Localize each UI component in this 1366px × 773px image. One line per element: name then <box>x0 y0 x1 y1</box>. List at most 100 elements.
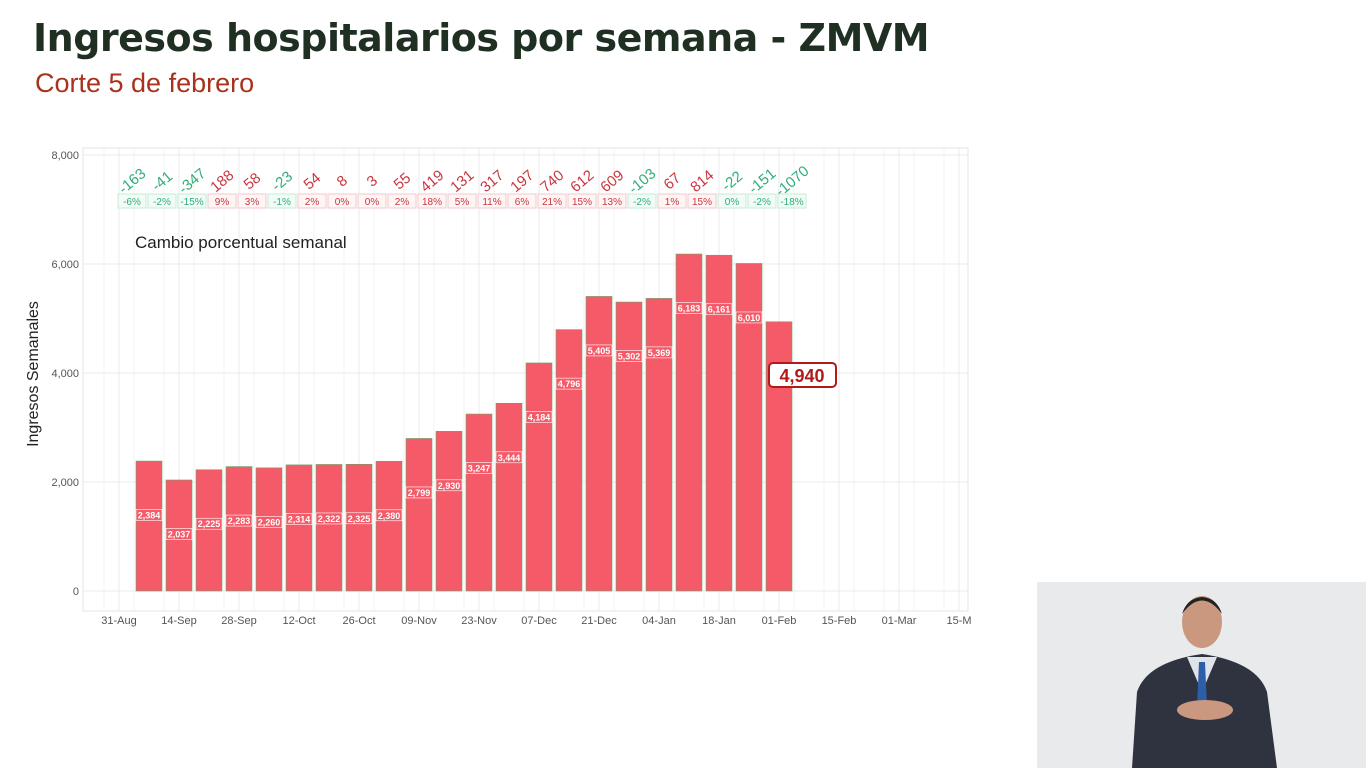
bar <box>465 413 493 592</box>
bar-value-label: 6,161 <box>708 305 731 315</box>
bar-value-label: 2,225 <box>198 519 221 529</box>
bar-label-box <box>345 512 373 525</box>
bar-label-box <box>255 516 283 528</box>
bar <box>405 438 433 592</box>
pct-change-box <box>537 193 567 209</box>
pct-change-box <box>117 193 147 209</box>
x-tick-label: 04-Jan <box>642 615 676 627</box>
x-tick-label: 21-Dec <box>581 615 617 627</box>
bar <box>165 479 193 592</box>
x-tick-label: 15-M <box>946 615 971 627</box>
highlight-label-box <box>768 362 837 388</box>
x-tick-label: 26-Oct <box>342 615 375 627</box>
pct-change-box <box>357 193 387 209</box>
bar-value-label: 2,325 <box>348 514 371 524</box>
x-tick-label: 01-Feb <box>762 615 797 627</box>
bar <box>555 329 583 592</box>
sign-language-interpreter-video <box>1037 582 1366 768</box>
pct-change-label: 0% <box>725 197 740 208</box>
pct-change-box <box>717 193 747 209</box>
pct-change-label: 9% <box>215 197 230 208</box>
pct-change-box <box>447 193 477 209</box>
x-tick-label: 18-Jan <box>702 615 736 627</box>
pct-change-box <box>207 193 237 209</box>
bar-label-box <box>705 303 733 316</box>
bar-value-label: 2,314 <box>288 514 311 524</box>
y-tick-label: 4,000 <box>51 368 79 380</box>
pct-change-label: 6% <box>515 197 530 208</box>
x-tick-label: 07-Dec <box>521 615 557 627</box>
bar <box>705 254 733 592</box>
bar <box>345 463 373 592</box>
bar <box>675 253 703 592</box>
chart-annotation: Cambio porcentual semanal <box>135 233 347 252</box>
bar-value-label: 2,930 <box>438 481 461 491</box>
bar-label-box <box>525 411 553 423</box>
pct-change-box <box>387 193 417 209</box>
pct-change-box <box>747 193 777 209</box>
bar <box>495 403 523 592</box>
bar-value-label: 3,247 <box>468 464 491 474</box>
pct-change-label: -2% <box>753 197 771 208</box>
bar-label-box <box>615 350 643 362</box>
pct-change-box <box>777 193 807 209</box>
y-tick-label: 2,000 <box>51 477 79 489</box>
pct-change-label: 0% <box>335 197 350 208</box>
pct-change-label: 21% <box>542 197 562 208</box>
pct-change-label: 3% <box>245 197 260 208</box>
pct-change-box <box>567 193 597 209</box>
bar-value-label: 4,184 <box>528 412 551 422</box>
bar <box>315 464 343 592</box>
bar <box>285 464 313 592</box>
bar-value-label: 5,302 <box>618 352 641 362</box>
pct-change-box <box>297 193 327 209</box>
pct-change-label: 15% <box>692 197 712 208</box>
bar-label-box <box>285 513 313 525</box>
x-tick-label: 15-Feb <box>822 615 857 627</box>
x-tick-label: 23-Nov <box>461 615 497 627</box>
bar-value-label: 5,405 <box>588 346 611 356</box>
bar-label-box <box>135 509 163 521</box>
bar-label-box <box>495 451 523 464</box>
bar <box>525 362 553 592</box>
bar-value-label: 2,283 <box>228 516 251 526</box>
pct-change-box <box>597 193 627 209</box>
bar-label-box <box>225 514 253 527</box>
bar-value-label: 2,380 <box>378 511 401 521</box>
pct-change-label: 0% <box>365 197 380 208</box>
bar-value-label: 6,183 <box>678 304 701 314</box>
pct-change-box <box>417 193 447 209</box>
pct-change-label: 1% <box>665 197 680 208</box>
x-tick-label: 12-Oct <box>282 615 315 627</box>
pct-change-label: 11% <box>482 197 501 208</box>
bar-value-label: 4,796 <box>558 379 581 389</box>
bar-label-box <box>675 302 703 314</box>
pct-change-label: -6% <box>123 197 141 208</box>
bar-value-label: 6,010 <box>738 313 761 323</box>
bar-label-box <box>735 311 763 324</box>
bar <box>195 469 223 592</box>
y-tick-label: 0 <box>73 586 79 598</box>
pct-change-box <box>687 193 717 209</box>
bar-value-label: 2,260 <box>258 517 281 527</box>
bar-label-box <box>375 509 403 522</box>
x-tick-label: 09-Nov <box>401 615 437 627</box>
pct-change-box <box>657 193 687 209</box>
pct-change-label: 13% <box>602 197 622 208</box>
bar-value-label: 3,444 <box>498 453 521 463</box>
y-tick-label: 8,000 <box>51 150 79 162</box>
pct-change-label: -2% <box>153 197 171 208</box>
bar-label-box <box>585 344 613 357</box>
bar-value-label: 2,322 <box>318 514 341 524</box>
pct-change-label: -2% <box>633 197 651 208</box>
pct-change-label: 2% <box>305 197 320 208</box>
y-axis-title: Ingresos Semanales <box>25 301 42 447</box>
x-tick-label: 14-Sep <box>161 615 196 627</box>
pct-change-label: -15% <box>180 197 203 208</box>
bar-value-label: 5,369 <box>648 348 671 358</box>
pct-change-box <box>147 193 177 209</box>
x-tick-label: 28-Sep <box>221 615 256 627</box>
pct-change-label: 2% <box>395 197 410 208</box>
x-tick-label: 01-Mar <box>882 615 917 627</box>
